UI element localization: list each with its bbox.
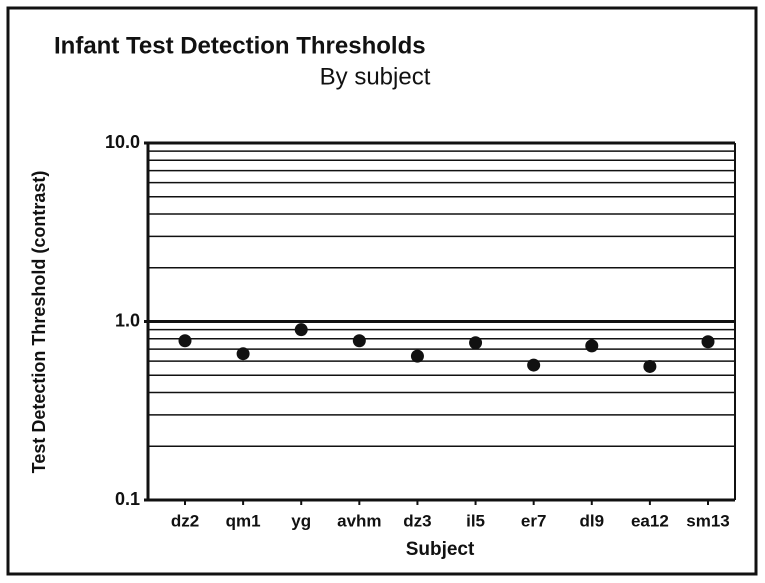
point xyxy=(643,359,657,373)
point xyxy=(178,334,192,348)
point xyxy=(410,349,424,363)
x-axis-label: Subject xyxy=(406,539,475,560)
frame xyxy=(6,6,758,576)
x-tick-label: dz2 xyxy=(171,511,199,530)
y-tick-label: 0.1 xyxy=(115,489,140,509)
point xyxy=(469,336,483,350)
point xyxy=(352,334,366,348)
point xyxy=(527,358,541,372)
y-tick-label: 1.0 xyxy=(115,310,140,330)
point xyxy=(701,335,715,349)
x-tick-label: yg xyxy=(291,511,311,530)
y-axis-label: Test Detection Threshold (contrast) xyxy=(29,171,49,474)
point xyxy=(294,323,308,337)
point xyxy=(236,347,250,361)
x-tick-label: avhm xyxy=(337,511,381,530)
x-tick-label: sm13 xyxy=(686,511,729,530)
chart-subtitle: By subject xyxy=(320,63,431,90)
x-tick-label: dl9 xyxy=(579,511,604,530)
x-tick-label: ea12 xyxy=(631,511,669,530)
chart-title: Infant Test Detection Thresholds xyxy=(54,32,426,59)
x-tick-label: dz3 xyxy=(403,511,431,530)
x-tick-label: qm1 xyxy=(226,511,261,530)
x-tick-label: il5 xyxy=(466,511,485,530)
x-tick-label: er7 xyxy=(521,511,547,530)
y-tick-label: 10.0 xyxy=(105,132,140,152)
point xyxy=(585,339,599,353)
